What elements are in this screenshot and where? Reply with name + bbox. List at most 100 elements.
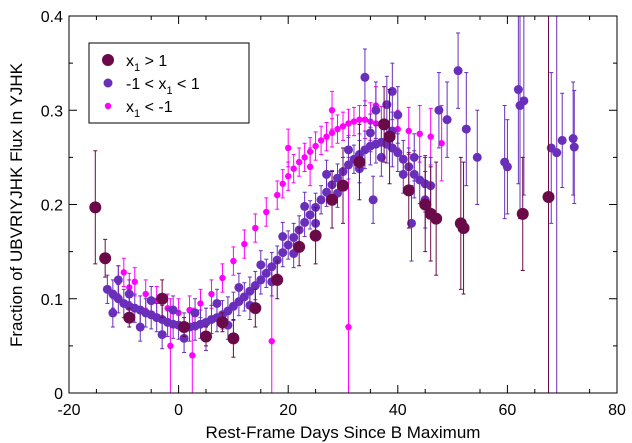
x-tick-label: -20: [57, 402, 80, 419]
data-point: [305, 210, 315, 220]
data-point: [239, 292, 249, 302]
data-point: [419, 198, 432, 211]
data-point: [416, 130, 423, 138]
x-tick-label: 80: [608, 402, 626, 419]
y-tick-label: 0.2: [41, 198, 63, 215]
data-point: [271, 273, 284, 286]
data-point: [516, 207, 529, 220]
data-point: [306, 163, 314, 170]
data-point: [131, 278, 138, 285]
data-point: [142, 290, 149, 298]
x-tick-label: 40: [389, 402, 407, 419]
legend-marker: [104, 102, 112, 110]
data-point: [371, 105, 381, 115]
data-point: [378, 118, 391, 131]
x-axis-label: Rest-Frame Days Since B Maximum: [206, 423, 481, 442]
data-point: [323, 133, 330, 140]
data-point: [295, 158, 303, 166]
data-point: [146, 296, 156, 306]
data-point: [398, 169, 408, 179]
data-point: [472, 152, 482, 162]
data-point: [345, 323, 352, 331]
data-point: [461, 124, 471, 134]
data-point: [89, 201, 102, 214]
data-point: [333, 173, 343, 183]
data-point: [334, 125, 341, 133]
data-point: [322, 169, 332, 179]
x-tick-label: 0: [174, 402, 183, 419]
data-point: [542, 190, 555, 203]
y-tick-label: 0.1: [41, 292, 63, 309]
data-point: [502, 162, 512, 172]
data-point: [283, 240, 293, 250]
data-point: [252, 224, 259, 232]
data-point: [120, 269, 128, 276]
data-point: [113, 275, 123, 285]
data-point: [402, 184, 415, 197]
data-point: [289, 232, 299, 242]
data-point: [293, 240, 306, 253]
data-point: [256, 260, 266, 270]
data-point: [241, 240, 248, 248]
data-point: [216, 316, 229, 329]
data-point: [272, 255, 282, 265]
series-0: [89, 16, 555, 393]
data-point: [108, 308, 118, 318]
data-point: [322, 187, 332, 197]
data-point: [189, 352, 196, 359]
data-point: [285, 173, 292, 180]
data-point: [200, 330, 212, 343]
data-point: [339, 123, 347, 130]
data-point: [219, 274, 226, 282]
data-point: [337, 179, 349, 192]
data-point: [356, 116, 363, 123]
data-point: [278, 232, 288, 242]
data-point: [157, 330, 167, 340]
data-point: [230, 257, 237, 265]
data-point: [365, 128, 375, 138]
data-point: [250, 281, 260, 291]
data-point: [167, 342, 174, 350]
data-point: [438, 140, 445, 147]
data-point: [393, 110, 403, 120]
legend-label: x1 > 1: [126, 53, 167, 74]
x-tick-label: 60: [499, 402, 517, 419]
data-point: [343, 145, 353, 155]
data-point: [316, 195, 326, 205]
data-point: [328, 107, 336, 114]
data-point: [383, 130, 396, 143]
y-tick-label: 0: [54, 386, 63, 403]
legend-marker: [103, 78, 113, 88]
data-point: [301, 154, 308, 161]
data-point: [227, 332, 240, 345]
data-point: [256, 275, 266, 285]
data-point: [353, 156, 366, 169]
data-point: [267, 262, 277, 272]
data-point: [434, 105, 444, 115]
data-point: [278, 248, 288, 258]
data-point: [156, 292, 169, 305]
data-point: [457, 222, 470, 235]
data-point: [168, 305, 178, 315]
data-point: [234, 282, 244, 292]
data-point: [345, 120, 352, 127]
data-point: [557, 135, 567, 145]
data-point: [261, 268, 271, 278]
legend-label: x1 < -1: [126, 99, 173, 120]
data-point: [123, 311, 136, 324]
x-tick-label: 20: [279, 402, 297, 419]
data-point: [99, 252, 112, 265]
data-point: [442, 115, 452, 125]
data-layer: [89, 16, 579, 393]
data-point: [328, 129, 336, 137]
data-point: [268, 337, 275, 345]
y-tick-label: 0.3: [41, 103, 63, 120]
data-point: [263, 208, 270, 216]
data-point: [430, 212, 443, 225]
data-point: [519, 96, 529, 106]
data-point: [350, 118, 358, 125]
data-point: [393, 148, 403, 158]
data-point: [190, 308, 200, 318]
